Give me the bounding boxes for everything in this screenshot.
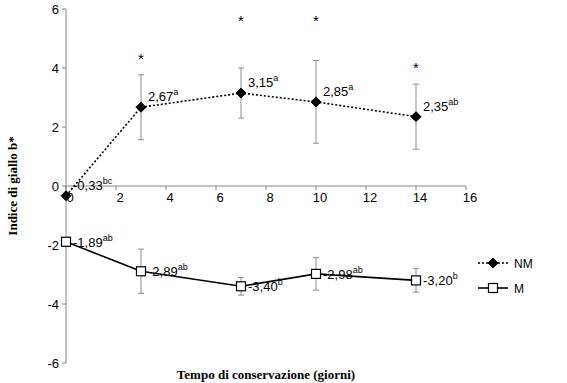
error-bar-cap xyxy=(238,68,244,69)
annotation: * xyxy=(413,59,419,76)
error-bar-cap xyxy=(313,143,319,144)
error-bar-cap xyxy=(138,249,144,250)
error-bar-cap xyxy=(413,292,419,293)
x-axis-title: Tempo di conservazione (giorni) xyxy=(177,367,355,382)
x-tick-label: 14 xyxy=(413,190,427,205)
x-tick-label: 10 xyxy=(313,190,327,205)
data-label: -2,98ab xyxy=(323,265,363,282)
x-tick-label: 6 xyxy=(216,190,223,205)
x-tick-label: 8 xyxy=(266,190,273,205)
data-point xyxy=(412,276,421,285)
plot-area xyxy=(61,61,421,296)
data-point xyxy=(62,237,71,246)
data-label-superscript: ab xyxy=(448,97,458,107)
y-tick-label: 4 xyxy=(52,61,59,76)
data-label-superscript: ab xyxy=(178,262,188,272)
x-tick-label: 4 xyxy=(166,190,173,205)
y-tick-label: -4 xyxy=(47,297,59,312)
y-tick-label: 6 xyxy=(52,2,59,17)
data-label: -2,89ab xyxy=(148,262,188,279)
error-bar-cap xyxy=(413,84,419,85)
data-point xyxy=(237,282,246,291)
error-bar-cap xyxy=(238,277,244,278)
chart: -6-4-202460246810121416Tempo di conserva… xyxy=(0,0,567,383)
data-labels: -0,33bc 2,67a 3,15a 2,85a 2,35ab -1,89ab -2,89… xyxy=(73,12,458,295)
y-tick-label: -2 xyxy=(47,238,59,253)
data-point xyxy=(236,88,246,98)
data-label-superscript: b xyxy=(453,271,458,281)
error-bar-cap xyxy=(138,139,144,140)
x-tick-label: 12 xyxy=(363,190,377,205)
data-label: 2,85a xyxy=(323,82,353,99)
data-point xyxy=(411,112,421,122)
data-point xyxy=(61,191,71,201)
data-label: -3,40b xyxy=(248,277,283,294)
error-bar-cap xyxy=(413,149,419,150)
annotation: * xyxy=(238,12,244,29)
y-tick xyxy=(62,9,66,10)
y-axis-line xyxy=(66,9,67,363)
y-tick-label: -6 xyxy=(47,356,59,371)
y-tick-label: 0 xyxy=(52,179,59,194)
error-bar-cap xyxy=(238,295,244,296)
data-point xyxy=(137,267,146,276)
x-tick-label: 16 xyxy=(463,190,477,205)
data-label-superscript: ab xyxy=(103,233,113,243)
data-label: -1,89ab xyxy=(73,233,113,250)
data-point xyxy=(312,269,321,278)
y-tick xyxy=(62,127,66,128)
error-bar-cap xyxy=(138,293,144,294)
error-bar-cap xyxy=(238,118,244,119)
error-bar-cap xyxy=(313,60,319,61)
y-tick xyxy=(62,363,66,364)
legend-marker xyxy=(489,284,498,293)
data-label-superscript: a xyxy=(173,87,178,97)
data-label: 2,67a xyxy=(148,87,178,104)
y-tick xyxy=(62,304,66,305)
legend-marker xyxy=(488,258,498,268)
data-label: -3,20b xyxy=(423,271,458,288)
data-point xyxy=(136,102,146,112)
error-bar-cap xyxy=(313,290,319,291)
y-tick-label: 2 xyxy=(52,120,59,135)
data-label-superscript: b xyxy=(278,277,283,287)
data-label: 3,15a xyxy=(248,73,278,90)
data-point xyxy=(311,97,321,107)
data-label-superscript: ab xyxy=(353,265,363,275)
data-label-superscript: bc xyxy=(103,176,113,186)
data-label: 2,35ab xyxy=(423,97,458,114)
error-bar-cap xyxy=(313,257,319,258)
legend: NM M xyxy=(478,257,533,296)
error-bar-cap xyxy=(138,74,144,75)
x-tick-label: 2 xyxy=(116,190,123,205)
data-label-superscript: a xyxy=(348,82,353,92)
annotation: * xyxy=(313,12,319,29)
legend-label: NM xyxy=(514,257,533,271)
data-label: -0,33bc xyxy=(73,176,113,193)
annotation: * xyxy=(138,50,144,67)
data-label-superscript: a xyxy=(273,73,278,83)
y-tick xyxy=(62,68,66,69)
legend-label: M xyxy=(514,282,524,296)
y-tick xyxy=(62,186,66,187)
y-axis-title: Indice di giallo b* xyxy=(5,136,20,235)
error-bar-cap xyxy=(413,268,419,269)
